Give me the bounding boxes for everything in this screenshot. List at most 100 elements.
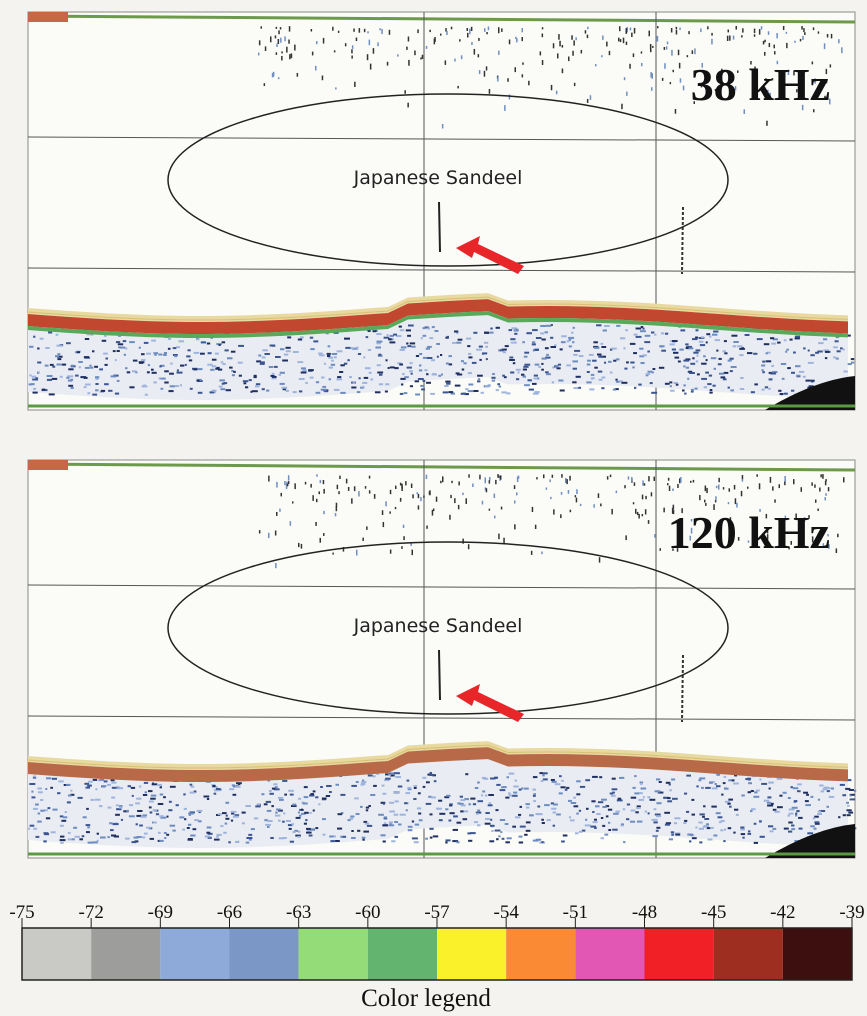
echo-speck xyxy=(672,489,674,492)
legend-swatch xyxy=(91,928,160,980)
seabed-speck xyxy=(443,391,449,393)
seabed-speck xyxy=(366,809,368,811)
seabed-speck xyxy=(513,786,518,788)
seabed-speck xyxy=(796,810,799,812)
seabed-speck xyxy=(331,364,335,366)
seabed-speck xyxy=(715,339,720,341)
seabed-speck xyxy=(249,379,252,381)
seabed-speck xyxy=(293,351,299,353)
seabed-speck xyxy=(402,373,405,375)
seabed-speck xyxy=(336,784,340,786)
seabed-speck xyxy=(46,777,51,779)
echo-speck xyxy=(626,42,628,45)
seabed-speck xyxy=(190,792,196,794)
seabed-speck xyxy=(179,816,184,818)
seabed-speck xyxy=(315,796,318,798)
seabed-speck xyxy=(476,349,482,351)
seabed-speck xyxy=(57,792,60,794)
seabed-speck xyxy=(449,355,452,357)
seabed-speck xyxy=(126,810,129,812)
seabed-speck xyxy=(851,358,854,360)
seabed-speck xyxy=(282,821,285,823)
seabed-speck xyxy=(652,371,654,373)
seabed-speck xyxy=(468,384,473,386)
seabed-speck xyxy=(762,361,765,363)
seabed-speck xyxy=(79,366,81,368)
seabed-speck xyxy=(559,775,562,777)
seabed-speck xyxy=(847,805,849,807)
seabed-speck xyxy=(123,340,127,342)
seabed-speck xyxy=(704,825,709,827)
echo-speck xyxy=(294,483,296,489)
seabed-speck xyxy=(283,812,285,814)
seabed-speck xyxy=(687,834,692,836)
echo-speck xyxy=(642,514,644,516)
echo-speck xyxy=(744,109,746,114)
seabed-speck xyxy=(508,792,511,794)
echo-speck xyxy=(783,26,785,30)
seabed-speck xyxy=(170,786,176,788)
seabed-speck xyxy=(624,368,627,370)
legend-tick-label: -48 xyxy=(632,902,657,923)
echo-speck xyxy=(457,86,459,89)
echo-speck xyxy=(442,124,444,129)
seabed-speck xyxy=(747,352,752,354)
seabed-speck xyxy=(512,826,516,828)
seabed-speck xyxy=(136,823,138,825)
seabed-speck xyxy=(406,329,411,331)
seabed-speck xyxy=(524,352,529,354)
echo-speck xyxy=(711,39,713,45)
seabed-speck xyxy=(740,829,745,831)
seabed-speck xyxy=(509,359,515,361)
seabed-speck xyxy=(60,376,63,378)
seabed-speck xyxy=(748,830,750,832)
seabed-speck xyxy=(535,364,540,366)
echo-speck xyxy=(800,39,802,42)
seabed-speck xyxy=(790,339,793,341)
echo-speck xyxy=(373,48,375,54)
seabed-speck xyxy=(730,370,733,372)
seabed-speck xyxy=(132,795,134,797)
seabed-speck xyxy=(669,784,671,786)
echo-speck xyxy=(310,484,312,488)
seabed-speck xyxy=(803,347,805,349)
seabed-speck xyxy=(485,385,490,387)
seabed-speck xyxy=(304,796,309,798)
seabed-speck xyxy=(133,360,138,362)
seabed-speck xyxy=(389,824,394,826)
seabed-speck xyxy=(92,394,97,396)
seabed-speck xyxy=(781,363,786,365)
seabed-speck xyxy=(485,823,491,825)
echo-speck xyxy=(556,91,558,95)
seabed-speck xyxy=(509,773,515,775)
echo-speck xyxy=(369,490,371,493)
echo-speck xyxy=(623,38,625,44)
seabed-speck xyxy=(701,363,707,365)
seabed-speck xyxy=(468,840,472,842)
seabed-speck xyxy=(78,361,83,363)
seabed-speck xyxy=(51,831,56,833)
seabed-speck xyxy=(369,372,372,374)
seabed-speck xyxy=(807,832,813,834)
seabed-speck xyxy=(546,373,551,375)
seabed-speck xyxy=(724,352,727,354)
seabed-speck xyxy=(430,393,435,395)
seabed-speck xyxy=(472,362,477,364)
seabed-speck xyxy=(623,808,626,810)
seabed-speck xyxy=(684,820,687,822)
seabed-speck xyxy=(67,801,71,803)
echo-speck xyxy=(429,490,431,495)
echo-speck xyxy=(587,35,589,39)
seabed-speck xyxy=(68,380,72,382)
seabed-speck xyxy=(593,821,598,823)
seabed-speck xyxy=(824,787,830,789)
seabed-speck xyxy=(500,831,502,833)
seabed-speck xyxy=(561,786,566,788)
seabed-speck xyxy=(151,795,157,797)
seabed-speck xyxy=(207,798,209,800)
seabed-speck xyxy=(460,796,463,798)
seabed-speck xyxy=(590,826,596,828)
echo-speck xyxy=(403,525,405,528)
echo-speck xyxy=(562,45,564,48)
legend-swatch xyxy=(714,928,783,980)
